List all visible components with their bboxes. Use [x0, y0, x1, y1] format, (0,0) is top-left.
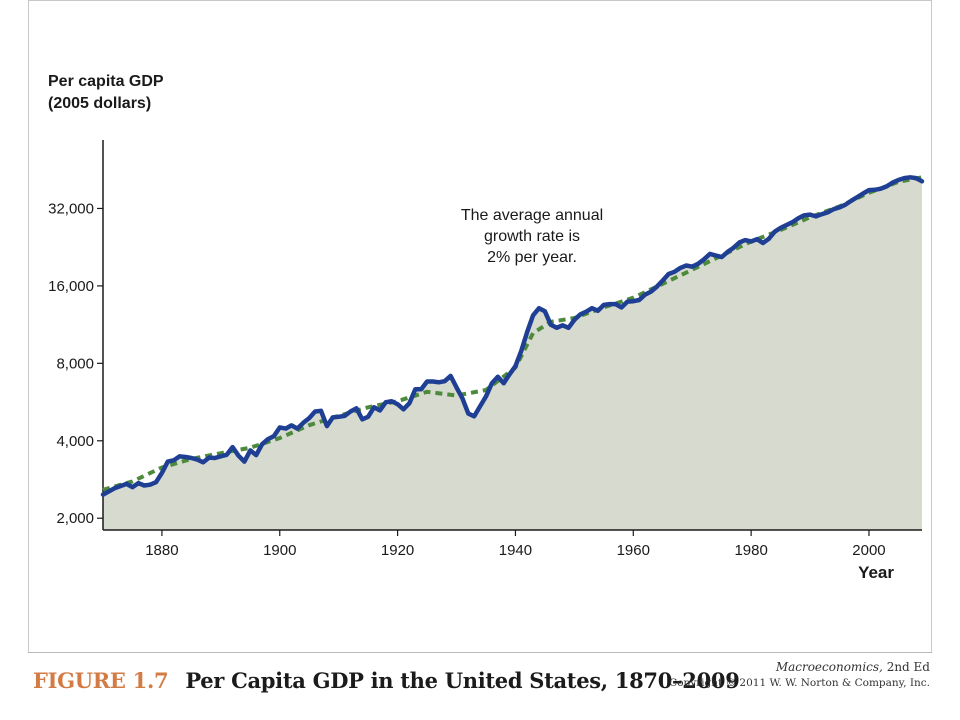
publisher-credits: Macroeconomics, 2nd Ed Copyright © 2011 …	[669, 660, 930, 689]
book-title: Macroeconomics,	[775, 660, 883, 674]
y-tick-label: 16,000	[48, 278, 94, 295]
footer-divider	[28, 652, 932, 653]
gdp-chart: 2,000 4,000 8,000 16,000 32,000 1880 1900 1920 1…	[48, 73, 925, 582]
figure-caption: FIGURE 1.7 Per Capita GDP in the United …	[33, 668, 740, 693]
x-tick-label: 1980	[734, 542, 767, 559]
y-tick-label: 8,000	[56, 355, 94, 372]
y-tick-label: 32,000	[48, 200, 94, 217]
book-edition: 2nd Ed	[886, 660, 930, 674]
frame-border-top	[28, 0, 932, 1]
x-tick-label: 2000	[852, 542, 885, 559]
figure-title: Per Capita GDP in the United States, 187…	[185, 668, 740, 693]
y-axis-title-line1: Per capita GDP	[48, 73, 164, 90]
x-tick-label: 1900	[263, 542, 296, 559]
x-tick-label: 1940	[499, 542, 532, 559]
x-tick-label: 1920	[381, 542, 414, 559]
figure-label: FIGURE 1.7	[33, 668, 169, 693]
y-axis-title-line2: (2005 dollars)	[48, 95, 151, 112]
x-axis-title: Year	[858, 563, 894, 582]
growth-annotation-line: growth rate is	[484, 228, 580, 245]
copyright-notice: Copyright © 2011 W. W. Norton & Company,…	[669, 677, 930, 689]
gdp-series-line	[100, 175, 925, 497]
frame-border-left	[28, 0, 29, 652]
x-tick-label: 1960	[617, 542, 650, 559]
growth-annotation-line: The average annual	[461, 207, 603, 224]
x-tick-label: 1880	[145, 542, 178, 559]
growth-annotation-line: 2% per year.	[487, 249, 577, 266]
y-tick-label: 2,000	[56, 510, 94, 527]
gdp-area-fill	[103, 177, 922, 531]
frame-border-right	[931, 0, 932, 652]
y-tick-label: 4,000	[56, 433, 94, 450]
